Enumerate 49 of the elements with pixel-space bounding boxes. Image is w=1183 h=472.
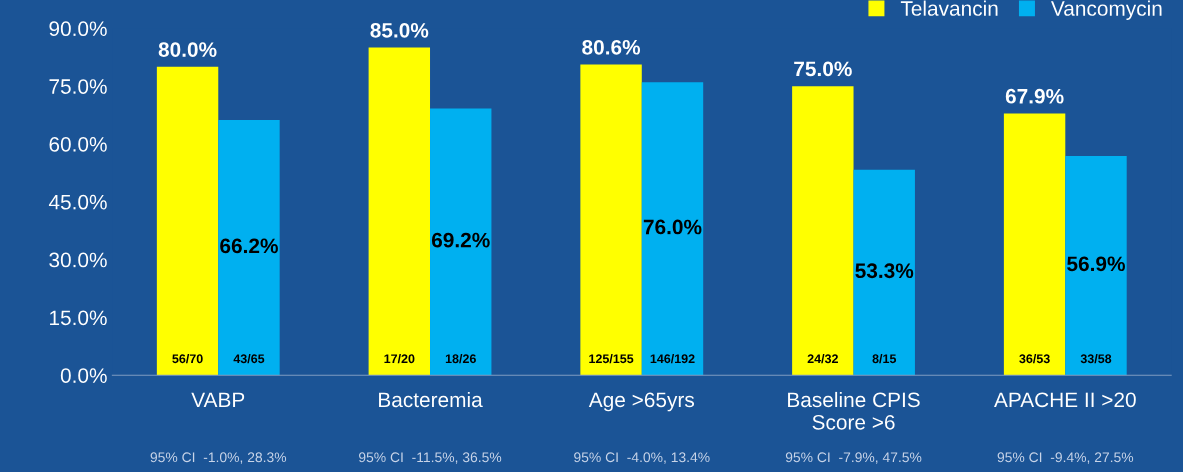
data-label: 85.0% [370, 22, 429, 38]
x-tick-label: Bacteremia [379, 391, 483, 408]
annotation: 33/58 [1080, 353, 1112, 364]
annotation: 36/53 [1019, 353, 1050, 364]
text: 95% CI -9.4%, 27.5% [997, 452, 1134, 464]
bar [853, 169, 915, 376]
annotation: 43/65 [233, 353, 265, 364]
x-tick-label: APACHE II >20 [994, 392, 1136, 408]
bar [156, 66, 219, 376]
bar [430, 108, 492, 376]
y-tick-label: 0.0% [60, 368, 107, 383]
data-label: 66.2% [220, 238, 278, 254]
y-tick-label: 15.0% [50, 310, 107, 326]
annotation: 17/20 [384, 353, 415, 364]
text: 95% CI -4.0%, 13.4% [574, 452, 710, 464]
x-tick-label: Baseline CPIS Score >6 [788, 391, 920, 430]
bar [580, 64, 642, 376]
bar [792, 86, 854, 376]
data-label: 80.6% [582, 39, 641, 55]
annotation: 24/32 [807, 353, 838, 364]
data-label: 67.9% [1005, 88, 1064, 104]
bar [1003, 113, 1066, 376]
text: 95% CI -7.9%, 47.5% [785, 452, 922, 464]
y-tick-label: 30.0% [49, 252, 107, 268]
bar [368, 47, 431, 376]
data-label: 75.0% [794, 61, 852, 77]
y-tick-label: 90.0% [49, 21, 107, 37]
text: 95% CI -11.5%, 36.5% [359, 452, 502, 464]
annotation: 56/70 [172, 353, 203, 364]
data-label: 53.3% [855, 263, 914, 279]
legend-label: Vancomycin [1050, 0, 1162, 20]
text: 95% CI -1.0%, 28.3% [150, 452, 287, 464]
bar [218, 120, 280, 376]
x-tick-label: Age >65yrs [588, 392, 695, 412]
annotation: 125/155 [589, 353, 634, 364]
bar [641, 82, 704, 376]
y-tick-label: 60.0% [49, 136, 107, 152]
legend-label: Telavancin [900, 0, 998, 16]
data-label: 69.2% [431, 232, 490, 248]
annotation: 8/15 [872, 353, 897, 364]
x-tick-label: VABP [191, 392, 245, 407]
y-tick-label: 45.0% [48, 194, 107, 210]
data-label: 56.9% [1067, 256, 1125, 272]
data-label: 76.0% [643, 219, 702, 235]
annotation: 146/192 [650, 353, 695, 364]
data-label: 80.0% [158, 42, 217, 57]
y-tick-label: 75.0% [49, 79, 107, 94]
bar [1065, 155, 1127, 376]
annotation: 18/26 [445, 353, 476, 364]
